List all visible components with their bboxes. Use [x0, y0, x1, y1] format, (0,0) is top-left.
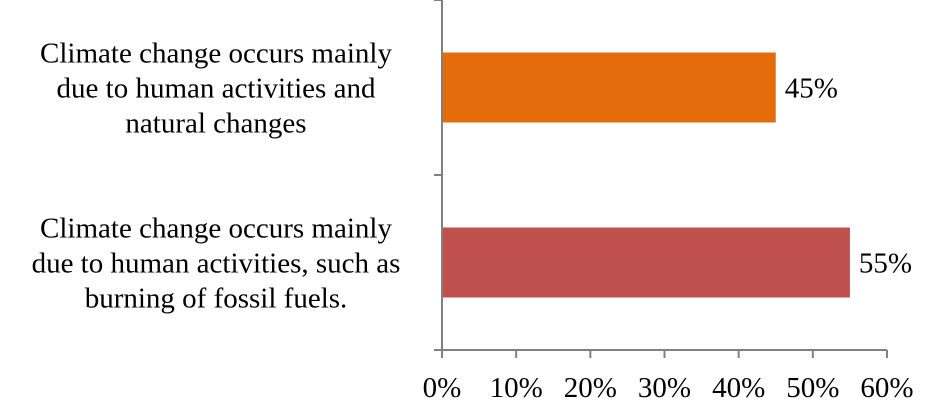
x-axis-ticks [441, 350, 888, 358]
y-axis-ticks [434, 0, 442, 351]
bar-value-label: 45% [785, 73, 838, 105]
category-label-line: due to human activities, such as [32, 248, 401, 280]
category-label-line: burning of fossil fuels. [85, 283, 348, 315]
x-tick-label: 50% [786, 372, 839, 404]
bar [443, 227, 850, 298]
category-label-line: natural changes [125, 108, 306, 140]
category-label-line: due to human activities and [57, 73, 376, 105]
bar-value-label: 55% [859, 248, 912, 280]
x-tick-label: 0% [423, 372, 462, 404]
x-tick-label: 40% [712, 372, 765, 404]
data-labels: 45% 55% [785, 73, 912, 280]
x-tick-label: 30% [638, 372, 691, 404]
category-labels: Climate change occurs mainly due to human… [32, 38, 401, 315]
category-label-line: Climate change occurs mainly [40, 213, 392, 245]
category-label-line: Climate change occurs mainly [40, 38, 392, 70]
x-tick-label: 60% [860, 372, 913, 404]
x-tick-label: 20% [564, 372, 617, 404]
category-label: Climate change occurs mainly due to human… [40, 38, 392, 140]
bars [443, 52, 850, 298]
x-tick-label: 10% [490, 372, 543, 404]
bar [443, 52, 776, 123]
category-label: Climate change occurs mainly due to human… [32, 213, 401, 315]
x-axis-tick-labels: 0% 10% 20% 30% 40% 50% 60% [423, 372, 914, 404]
